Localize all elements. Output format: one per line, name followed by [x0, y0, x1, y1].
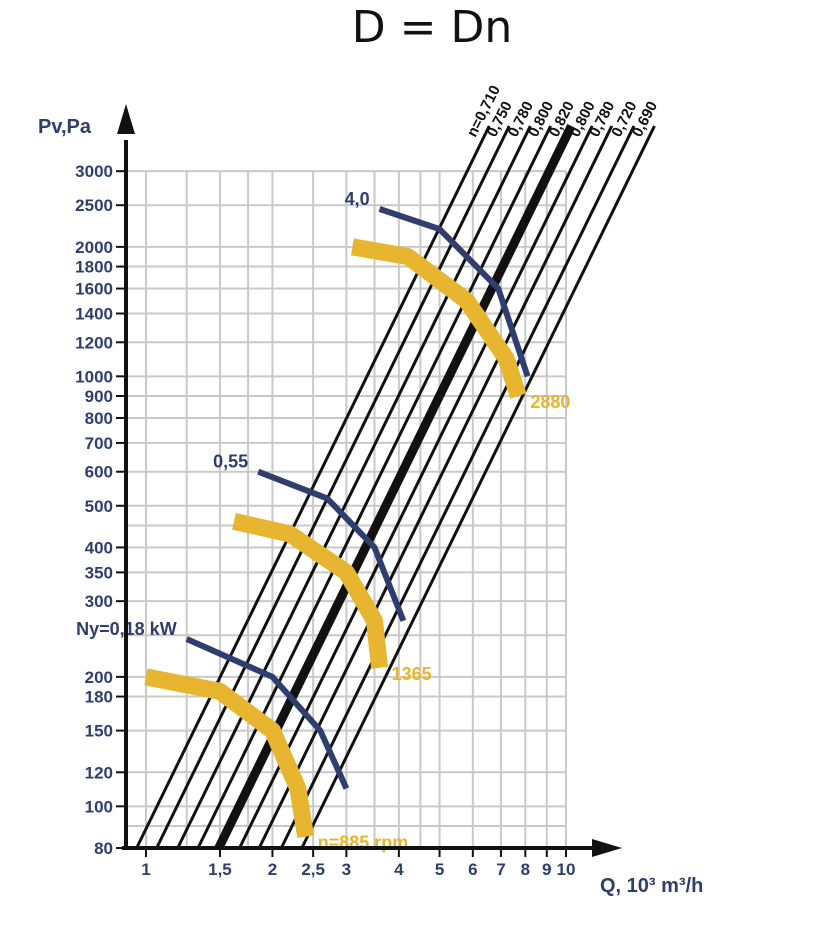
- power-curves: Ny=0,18 kW0,554,0: [76, 189, 531, 790]
- y-tick-label: 700: [85, 434, 113, 453]
- y-tick-label: 1400: [75, 304, 113, 323]
- y-tick-label: 500: [85, 497, 113, 516]
- y-tick-label: 150: [85, 722, 113, 741]
- x-tick-label: 7: [496, 860, 505, 879]
- efficiency-line: [238, 125, 594, 849]
- y-tick-label: 3000: [75, 162, 113, 181]
- y-axis-arrow-icon: [117, 104, 135, 134]
- y-tick-label: 800: [85, 409, 113, 428]
- y-tick-label: 2000: [75, 238, 113, 257]
- power-curve: [185, 636, 350, 790]
- efficiency-line: [155, 125, 511, 849]
- y-tick-label: 80: [94, 839, 113, 858]
- x-tick-label: 10: [557, 860, 576, 879]
- efficiency-line: [176, 125, 532, 849]
- x-tick-label: 8: [521, 860, 530, 879]
- x-tick-label: 9: [542, 860, 551, 879]
- y-tick-label: 1800: [75, 258, 113, 277]
- y-tick-label: 200: [85, 668, 113, 687]
- tick-labels: 8010012015018020030035040050060070080090…: [75, 162, 575, 879]
- x-tick-label: 6: [468, 860, 477, 879]
- efficiency-line: [135, 125, 491, 849]
- y-tick-label: 300: [85, 592, 113, 611]
- x-tick-label: 1: [141, 860, 150, 879]
- x-tick-label: 4: [394, 860, 404, 879]
- power-curve: [257, 468, 407, 622]
- speed-label: 1365: [392, 664, 432, 684]
- y-tick-label: 350: [85, 563, 113, 582]
- y-tick-label: 120: [85, 763, 113, 782]
- y-tick-label: 1600: [75, 280, 113, 299]
- efficiency-line: [300, 125, 656, 849]
- chart-title: D = Dn: [352, 2, 513, 53]
- y-axis-title: Pv,Pa: [38, 116, 92, 138]
- speed-curve: [144, 668, 315, 839]
- y-tick-label: 1200: [75, 333, 113, 352]
- speed-label: 2880: [530, 392, 570, 412]
- y-tick-label: 400: [85, 538, 113, 557]
- power-label: 4,0: [345, 189, 370, 209]
- y-tick-label: 2500: [75, 196, 113, 215]
- speed-curve: [350, 238, 527, 399]
- y-tick-label: 900: [85, 387, 113, 406]
- x-axis-arrow-icon: [592, 839, 622, 857]
- x-tick-label: 2: [268, 860, 277, 879]
- y-tick-label: 600: [85, 463, 113, 482]
- y-tick-label: 180: [85, 688, 113, 707]
- x-tick-label: 3: [342, 860, 351, 879]
- x-tick-label: 2,5: [301, 860, 325, 879]
- y-tick-label: 1000: [75, 367, 113, 386]
- power-label: 0,55: [213, 452, 248, 472]
- speed-curve: [232, 513, 389, 669]
- power-curve: [378, 206, 531, 378]
- x-tick-label: 1,5: [208, 860, 232, 879]
- x-tick-label: 5: [435, 860, 444, 879]
- y-tick-label: 100: [85, 797, 113, 816]
- x-axis-title: Q, 10³ m³/h: [600, 875, 703, 897]
- efficiency-line: [279, 125, 636, 849]
